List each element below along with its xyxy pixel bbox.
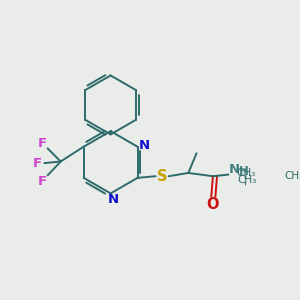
Text: F: F [38,137,47,150]
Text: O: O [207,196,219,211]
Text: F: F [38,175,47,188]
Text: N: N [139,139,150,152]
Text: CH₃: CH₃ [284,171,300,181]
Text: N: N [107,194,118,206]
Text: N: N [229,163,240,176]
Text: CH₃: CH₃ [236,168,255,178]
Text: F: F [33,157,42,169]
Text: S: S [157,169,167,184]
Text: CH₃: CH₃ [238,176,257,185]
Text: H: H [239,165,249,178]
